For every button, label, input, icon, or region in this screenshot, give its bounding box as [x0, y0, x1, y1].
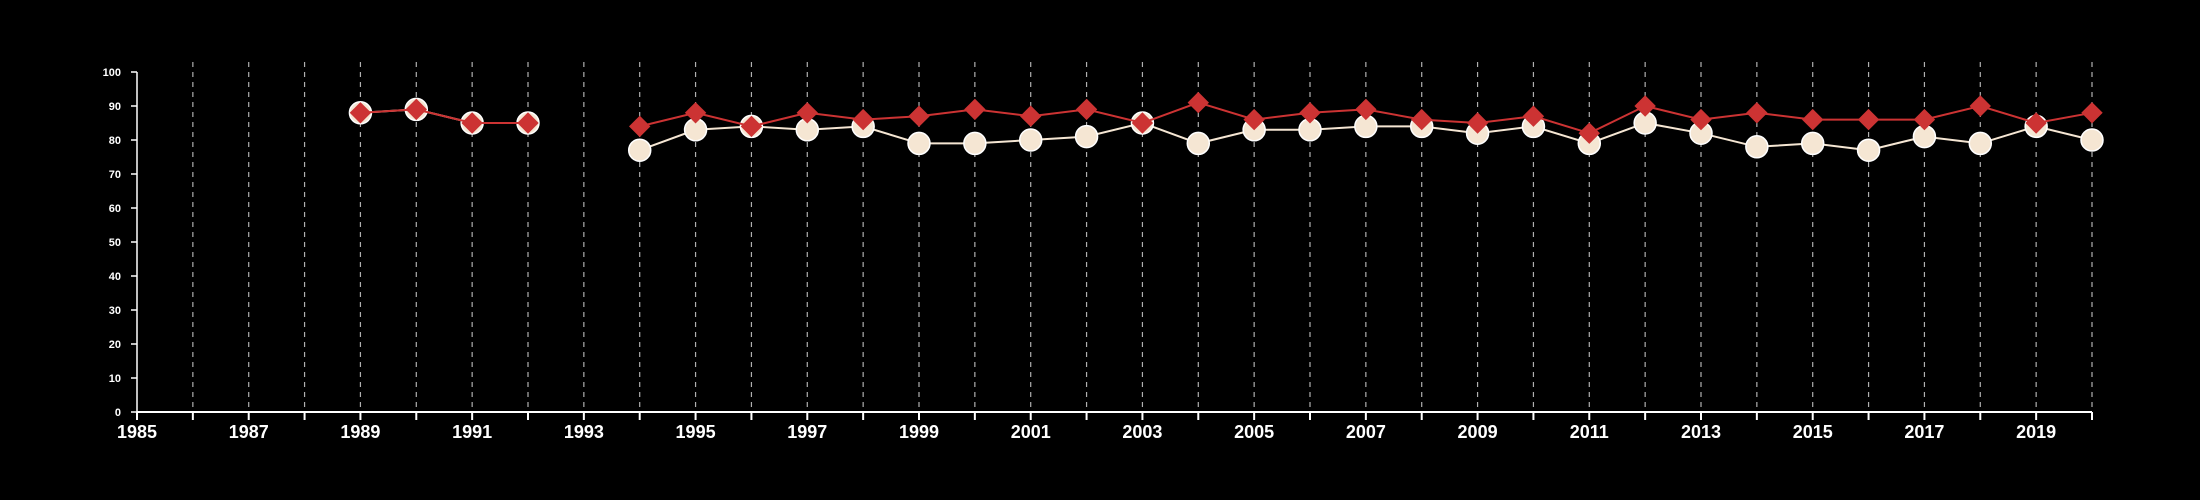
series-2-point-2017 — [1913, 108, 1936, 131]
series-2-point-2011 — [1578, 122, 1600, 144]
y-tick-label-80: 80 — [109, 135, 121, 147]
x-tick-label-2011: 2011 — [1570, 422, 1609, 442]
series-1-point-2002 — [1074, 124, 1099, 149]
x-tick-label-2017: 2017 — [1904, 422, 1944, 442]
grid-layer — [192, 62, 2093, 412]
series-2-point-2002 — [1075, 98, 1098, 121]
series-2-point-2009 — [1466, 112, 1489, 134]
series-1-point-2000 — [963, 131, 987, 156]
series-1-point-2004 — [1186, 131, 1211, 156]
series-2-point-2005 — [1243, 108, 1265, 131]
series-2-point-2014 — [1746, 102, 1768, 124]
x-tick-label-2005: 2005 — [1234, 422, 1274, 442]
series-2-line-segment-1 — [360, 108, 528, 124]
series-2-point-1991 — [461, 112, 483, 134]
series-2-point-1994 — [629, 115, 651, 138]
series-2-point-1989 — [349, 102, 372, 124]
series-2-point-1995 — [684, 102, 707, 124]
series-1-point-2014 — [1745, 135, 1769, 159]
axes-layer: 1985 1987 1989 1991 1993 1995 1997 1999 2001 2003… — [103, 67, 2093, 442]
x-tick-label-2013: 2013 — [1681, 422, 1721, 442]
series-layer — [348, 91, 2104, 162]
series-2-point-2018 — [1969, 95, 1991, 117]
series-1 — [348, 97, 2104, 162]
x-tick-label-2007: 2007 — [1346, 422, 1386, 442]
x-tick-label-1987: 1987 — [229, 422, 269, 442]
series-2-point-2016 — [1857, 108, 1880, 131]
y-tick-label-20: 20 — [109, 339, 121, 351]
y-tick-label-90: 90 — [109, 101, 121, 113]
x-tick-label-2003: 2003 — [1122, 422, 1162, 442]
x-tick-label-2015: 2015 — [1793, 422, 1833, 442]
x-tick-label-1985: 1985 — [117, 422, 157, 442]
series-2-point-1992 — [517, 112, 539, 134]
series-2-point-2013 — [1690, 108, 1712, 131]
series-2-point-2012 — [1634, 95, 1656, 117]
series-1-point-1994 — [627, 138, 652, 162]
series-2-point-1997 — [796, 102, 818, 124]
series-2-point-1990 — [405, 98, 427, 121]
x-tick-label-1997: 1997 — [787, 422, 827, 442]
series-1-point-1999 — [907, 131, 931, 156]
series-2-point-2001 — [1020, 105, 1042, 127]
y-tick-label-50: 50 — [109, 237, 121, 249]
x-tick-label-2019: 2019 — [2016, 422, 2056, 442]
series-1-point-2016 — [1856, 138, 1881, 162]
y-tick-label-70: 70 — [109, 169, 121, 181]
x-tick-label-1993: 1993 — [564, 422, 604, 442]
y-tick-label-30: 30 — [109, 305, 121, 317]
series-2-point-1999 — [908, 105, 930, 127]
series-2-point-2007 — [1355, 98, 1377, 121]
series-2 — [349, 91, 2103, 144]
series-2-point-1996 — [740, 115, 763, 138]
y-tick-label-40: 40 — [109, 271, 121, 283]
y-tick-label-100: 100 — [103, 67, 121, 79]
series-2-point-2000 — [964, 98, 986, 121]
series-2-point-2019 — [2025, 112, 2047, 134]
x-tick-label-2009: 2009 — [1458, 422, 1498, 442]
series-2-point-2008 — [1411, 108, 1433, 131]
x-tick-label-1991: 1991 — [452, 422, 492, 442]
y-tick-label-0: 0 — [115, 407, 121, 419]
series-1-point-2015 — [1800, 131, 1825, 156]
series-2-point-2010 — [1522, 105, 1545, 127]
x-tick-label-1989: 1989 — [340, 422, 380, 442]
series-1-point-2020 — [2080, 128, 2104, 152]
series-2-point-1998 — [852, 108, 874, 131]
series-2-point-2020 — [2081, 102, 2103, 124]
y-tick-label-60: 60 — [109, 203, 121, 215]
x-tick-label-1995: 1995 — [676, 422, 716, 442]
series-2-point-2006 — [1299, 102, 1321, 124]
x-tick-label-2001: 2001 — [1011, 422, 1051, 442]
series-2-point-2015 — [1802, 108, 1824, 131]
series-2-point-2003 — [1131, 112, 1154, 134]
series-1-point-2001 — [1018, 128, 1043, 152]
series-1-point-2018 — [1968, 131, 1993, 156]
y-tick-label-10: 10 — [109, 373, 121, 385]
series-2-point-2004 — [1187, 91, 1209, 114]
x-tick-label-1999: 1999 — [899, 422, 939, 442]
